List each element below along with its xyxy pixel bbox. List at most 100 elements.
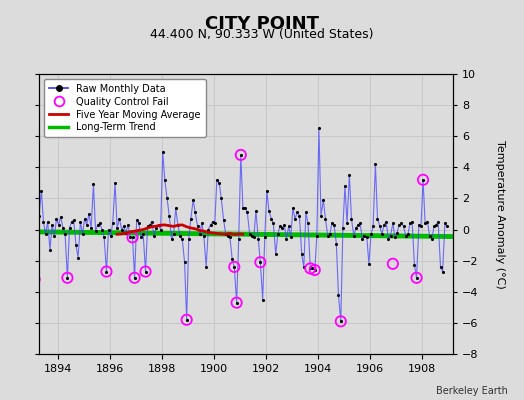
Point — [68, 218, 76, 225]
Point — [43, 218, 52, 225]
Point — [233, 300, 241, 306]
Point — [61, 231, 69, 238]
Point — [155, 222, 163, 228]
Point — [399, 223, 408, 230]
Point — [371, 161, 379, 168]
Point — [220, 217, 228, 224]
Point — [260, 234, 269, 240]
Point — [306, 265, 314, 272]
Text: CITY POINT: CITY POINT — [205, 15, 319, 33]
Point — [384, 236, 392, 242]
Point — [187, 216, 195, 222]
Point — [230, 264, 238, 270]
Point — [325, 231, 334, 238]
Point — [404, 231, 412, 238]
Point — [269, 220, 278, 226]
Point — [249, 234, 258, 240]
Point — [102, 268, 111, 275]
Point — [339, 225, 347, 231]
Point — [402, 232, 410, 239]
Point — [419, 176, 427, 183]
Point — [430, 223, 438, 230]
Point — [115, 216, 124, 222]
Point — [243, 209, 252, 216]
Point — [91, 228, 100, 234]
Point — [182, 316, 191, 323]
Point — [80, 216, 89, 222]
Point — [191, 209, 200, 216]
Point — [287, 234, 295, 240]
Legend: Raw Monthly Data, Quality Control Fail, Five Year Moving Average, Long-Term Tren: Raw Monthly Data, Quality Control Fail, … — [44, 79, 205, 137]
Point — [215, 180, 223, 186]
Point — [304, 220, 312, 226]
Point — [30, 276, 39, 282]
Point — [421, 220, 429, 226]
Point — [180, 259, 189, 266]
Point — [369, 223, 377, 230]
Point — [87, 225, 95, 231]
Point — [202, 264, 210, 270]
Point — [63, 274, 72, 281]
Point — [85, 211, 93, 217]
Point — [130, 274, 139, 281]
Point — [173, 222, 182, 228]
Point — [193, 223, 202, 230]
Point — [148, 218, 156, 225]
Point — [59, 225, 67, 231]
Point — [410, 262, 419, 268]
Point — [189, 197, 198, 203]
Point — [237, 152, 245, 158]
Point — [126, 234, 134, 240]
Point — [263, 188, 271, 194]
Point — [206, 222, 215, 228]
Point — [367, 231, 375, 238]
Point — [252, 208, 260, 214]
Point — [102, 268, 111, 275]
Point — [428, 236, 436, 242]
Point — [406, 220, 414, 226]
Point — [113, 225, 122, 231]
Point — [347, 216, 356, 222]
Point — [111, 180, 119, 186]
Point — [152, 225, 160, 231]
Point — [163, 195, 171, 202]
Point — [141, 268, 150, 275]
Point — [178, 236, 187, 242]
Point — [439, 268, 447, 275]
Point — [308, 265, 316, 272]
Point — [358, 236, 367, 242]
Point — [324, 232, 332, 239]
Point — [389, 220, 397, 226]
Text: Berkeley Earth: Berkeley Earth — [436, 386, 508, 396]
Point — [159, 148, 167, 155]
Point — [332, 240, 341, 247]
Point — [419, 176, 427, 183]
Point — [376, 223, 384, 230]
Point — [46, 246, 54, 253]
Point — [265, 208, 273, 214]
Point — [285, 223, 293, 230]
Point — [133, 217, 141, 224]
Point — [74, 254, 82, 261]
Point — [414, 222, 423, 228]
Point — [386, 232, 395, 239]
Point — [300, 264, 308, 270]
Point — [95, 220, 104, 226]
Point — [146, 222, 154, 228]
Point — [70, 217, 78, 224]
Point — [50, 232, 59, 239]
Point — [328, 220, 336, 226]
Point — [135, 220, 143, 226]
Point — [441, 220, 449, 226]
Point — [343, 220, 351, 226]
Point — [128, 234, 137, 240]
Point — [291, 216, 299, 222]
Point — [122, 230, 130, 236]
Point — [436, 264, 445, 270]
Point — [298, 251, 306, 258]
Y-axis label: Temperature Anomaly (°C): Temperature Anomaly (°C) — [496, 140, 506, 288]
Point — [408, 218, 416, 225]
Point — [363, 234, 371, 240]
Point — [313, 232, 321, 239]
Point — [106, 232, 115, 239]
